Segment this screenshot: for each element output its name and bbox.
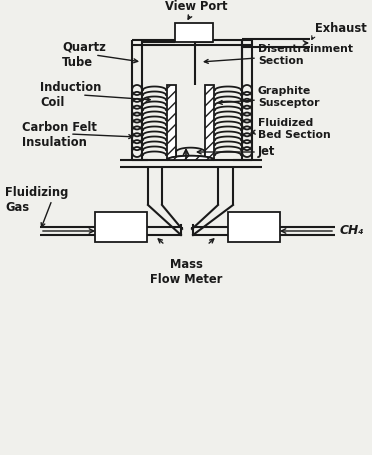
Bar: [228, 212, 280, 242]
Text: Exhaust: Exhaust: [315, 22, 367, 35]
Text: Jet: Jet: [258, 146, 275, 158]
PathPatch shape: [167, 156, 214, 160]
Text: Graphite
Susceptor: Graphite Susceptor: [258, 86, 320, 108]
Bar: [205, 85, 214, 160]
Text: Induction
Coil: Induction Coil: [40, 81, 102, 109]
Text: Mass
Flow Meter: Mass Flow Meter: [150, 258, 222, 286]
Text: Quartz
Tube: Quartz Tube: [62, 41, 106, 69]
Text: CH₄: CH₄: [340, 224, 365, 238]
Text: Fluidized
Bed Section: Fluidized Bed Section: [258, 118, 331, 140]
Bar: [95, 212, 147, 242]
Text: Carbon Felt
Insulation: Carbon Felt Insulation: [22, 121, 97, 149]
Bar: [175, 23, 213, 42]
Text: Disentrainment
Section: Disentrainment Section: [258, 44, 353, 66]
Bar: [167, 85, 176, 160]
Text: Fluidizing
Gas: Fluidizing Gas: [5, 186, 68, 214]
Text: View Port: View Port: [165, 0, 227, 13]
